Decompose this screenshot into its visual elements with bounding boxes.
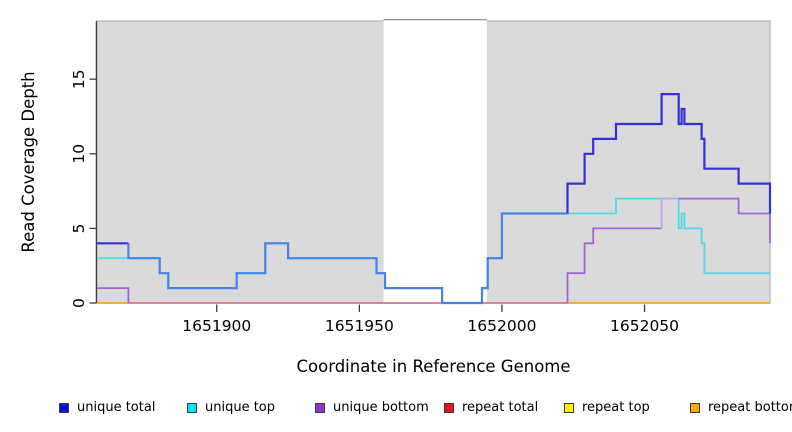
y-tick-label: 5 [70, 223, 88, 233]
legend-label: repeat total [462, 400, 539, 415]
legend-label: unique top [205, 400, 276, 415]
x-axis-label: Coordinate in Reference Genome [296, 357, 570, 376]
legend-item-repeat-total: repeat total [444, 399, 538, 417]
legend-item-repeat-bottom: repeat bottom [690, 399, 792, 417]
unique-total-line [566, 93, 772, 214]
legend-item-unique-top: unique top [187, 399, 275, 417]
unique-bottom-line [97, 287, 130, 303]
unique-total-swatch-icon [59, 403, 69, 413]
legend-item-unique-total: unique total [59, 399, 155, 417]
x-tick-label: 1652050 [610, 317, 679, 335]
legend-label: unique bottom [333, 400, 429, 415]
y-tick-label: 0 [70, 298, 88, 308]
unique-bottom-line [660, 197, 679, 229]
legend-label: unique total [77, 400, 156, 415]
plot-legend: unique total unique top unique bottom re… [0, 399, 792, 421]
repeat-bottom-swatch-icon [690, 403, 700, 413]
highlight-band [383, 19, 487, 303]
repeat-top-swatch-icon [564, 403, 574, 413]
y-tick-label: 10 [70, 144, 88, 164]
x-tick-label: 1651950 [325, 317, 394, 335]
unique-total-line [127, 212, 568, 305]
repeat-total-swatch-icon [444, 403, 454, 413]
legend-item-unique-bottom: unique bottom [315, 399, 429, 417]
unique-bottom-swatch-icon [315, 403, 325, 413]
legend-item-repeat-top: repeat top [564, 399, 650, 417]
x-tick-label: 1651900 [182, 317, 251, 335]
unique-top-swatch-icon [187, 403, 197, 413]
unique-bottom-line [566, 227, 662, 303]
x-tick-label: 1652000 [467, 317, 536, 335]
y-axis-label: Read Coverage Depth [19, 71, 38, 252]
unique-bottom-line [678, 197, 771, 244]
legend-label: repeat top [582, 400, 650, 415]
legend-label: repeat bottom [708, 400, 792, 415]
y-tick-label: 15 [70, 69, 88, 89]
